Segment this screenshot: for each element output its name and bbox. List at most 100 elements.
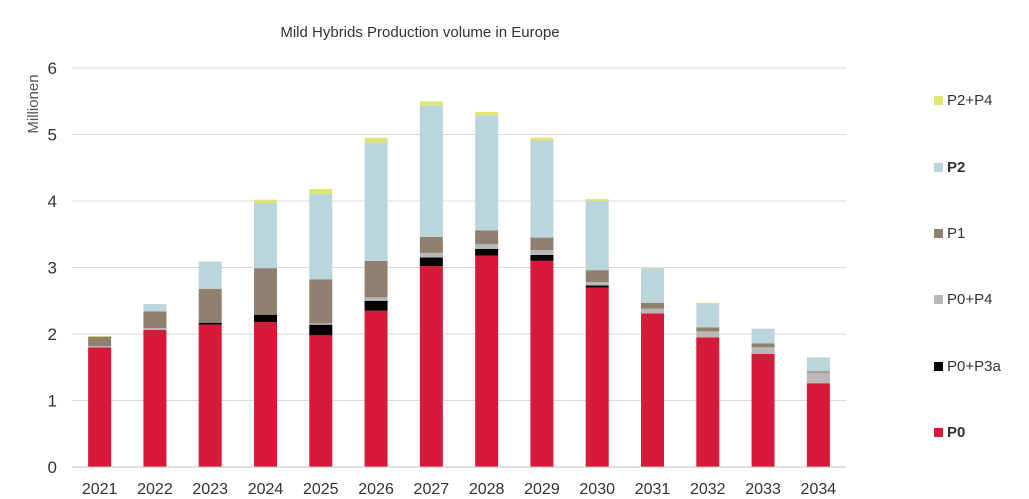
bar-segment-p0-2023: [198, 324, 222, 467]
bar-segment-p0-p3a-2024: [254, 314, 277, 323]
bar-segment-p0-2025: [309, 335, 333, 467]
y-tick-label: 6: [48, 59, 57, 78]
bar-segment-p1-2023: [198, 288, 222, 323]
bar-segment-p1-2030: [585, 270, 609, 283]
bar-segment-p2-2025: [309, 193, 333, 280]
bar-segment-p2-p4-2021: [88, 335, 112, 337]
x-tick-label: 2021: [82, 481, 118, 498]
bar-segment-p0-p3a-2023: [198, 322, 222, 325]
bar-segment-p1-2027: [419, 236, 443, 253]
y-tick-label: 2: [48, 325, 57, 344]
bar-segment-p0-p3a-2029: [530, 254, 554, 261]
legend-item-p0: P0: [934, 422, 965, 442]
bar-segment-p2-2027: [419, 105, 443, 237]
y-tick-label: 1: [48, 392, 57, 411]
bar-segment-p0-2029: [530, 260, 554, 467]
bar-segment-p2-p4-2026: [364, 137, 388, 143]
x-tick-label: 2026: [358, 481, 394, 498]
x-tick-label: 2024: [248, 481, 284, 498]
x-tick-label: 2030: [579, 481, 615, 498]
bar-segment-p0-p4-2029: [530, 250, 554, 255]
x-tick-label: 2023: [192, 481, 228, 498]
y-tick-labels: 0 1 2 3 4 5 6: [48, 59, 57, 477]
bar-segment-p2-2023: [198, 261, 222, 289]
bar-segment-p0-p4-2033: [751, 347, 775, 354]
legend-label: P2+P4: [947, 91, 993, 109]
legend-item-p2-p4: P2+P4: [934, 90, 992, 110]
bar-stack-2028: [475, 111, 499, 467]
x-tick-label: 2033: [745, 481, 781, 498]
legend-label: P1: [947, 224, 966, 242]
legend-label: P0+P3a: [947, 357, 1001, 375]
bar-segment-p0-p3a-2030: [585, 285, 609, 288]
bar-segment-p2-2026: [364, 142, 388, 261]
bar-segment-p2-2032: [696, 303, 720, 328]
bar-stack-2029: [530, 137, 554, 467]
bar-stack-2021: [88, 335, 112, 467]
bar-stack-2032: [696, 302, 720, 467]
y-axis-label: Millionen: [25, 74, 42, 133]
legend-label: P0+P4: [947, 290, 993, 308]
y-tick-label: 4: [48, 192, 57, 211]
x-tick-label: 2027: [414, 481, 450, 498]
bar-segment-p2-2033: [751, 328, 775, 344]
bar-segment-p0-2033: [751, 353, 775, 467]
bar-segment-p0-2034: [806, 383, 830, 467]
y-tick-label: 0: [48, 458, 57, 477]
bar-stack-2022: [143, 304, 167, 467]
bar-segment-p0-2021: [88, 347, 112, 467]
legend-swatch: [934, 294, 943, 304]
bar-segment-p1-2025: [309, 279, 333, 324]
legend: P2+P4 P2 P1 P0+P4 P0+P3a P0: [934, 0, 1029, 499]
bar-segment-p2-p4-2029: [530, 137, 554, 141]
legend-swatch: [934, 427, 943, 437]
bar-segment-p0-p3a-2025: [309, 324, 333, 336]
bar-stack-2033: [751, 328, 775, 467]
bar-segment-p0-p4-2022: [143, 328, 167, 331]
bar-segment-p0-p4-2025: [309, 323, 333, 325]
bar-segment-p2-2034: [806, 357, 830, 372]
x-tick-label: 2029: [524, 481, 560, 498]
legend-item-p0-p4: P0+P4: [934, 289, 992, 309]
legend-item-p0-p3a: P0+P3a: [934, 356, 1001, 376]
x-tick-label: 2031: [635, 481, 671, 498]
bar-stack-2024: [254, 199, 277, 467]
bar-segment-p0-2028: [475, 255, 499, 467]
x-tick-label: 2028: [469, 481, 505, 498]
bar-segment-p0-p3a-2028: [475, 248, 499, 256]
legend-item-p2: P2: [934, 157, 965, 177]
bar-segment-p0-2031: [641, 313, 664, 467]
bar-stack-2026: [364, 137, 388, 467]
legend-label: P0: [947, 423, 966, 441]
x-tick-label: 2034: [801, 481, 837, 498]
bar-segment-p1-2028: [475, 230, 499, 245]
bar-segment-p2-2022: [143, 304, 167, 312]
bar-segment-p0-2032: [696, 337, 720, 467]
legend-swatch: [934, 95, 943, 105]
bar-segment-p2-p4-2028: [475, 111, 499, 116]
bar-segment-p0-p4-2027: [419, 252, 443, 258]
bar-segment-p2-2028: [475, 115, 499, 231]
bar-segment-p0-p4-2021: [88, 345, 112, 348]
bar-segment-p0-2022: [143, 330, 167, 467]
bar-segment-p0-2030: [585, 287, 609, 467]
bar-stack-2027: [419, 101, 443, 467]
bar-segment-p1-2033: [751, 343, 775, 348]
bar-segment-p1-2031: [641, 302, 664, 309]
bar-segment-p2-2031: [641, 268, 664, 303]
bar-stack-2025: [309, 189, 333, 467]
x-tick-label: 2025: [303, 481, 339, 498]
legend-swatch: [934, 228, 943, 238]
bar-segment-p2-p4-2024: [254, 199, 277, 203]
chart-title: Mild Hybrids Production volume in Europe: [280, 24, 559, 41]
bar-segment-p0-2027: [419, 266, 443, 467]
bar-segment-p1-2021: [88, 336, 112, 346]
bar-segment-p1-2034: [806, 371, 830, 373]
bar-stacks: [88, 101, 830, 467]
bar-segment-p2-2029: [530, 140, 554, 238]
bar-stack-2034: [806, 357, 830, 467]
bar-segment-p0-p4-2028: [475, 244, 499, 249]
bar-segment-p2-p4-2031: [641, 267, 664, 269]
bar-segment-p0-p4-2026: [364, 297, 388, 301]
x-tick-label: 2032: [690, 481, 726, 498]
